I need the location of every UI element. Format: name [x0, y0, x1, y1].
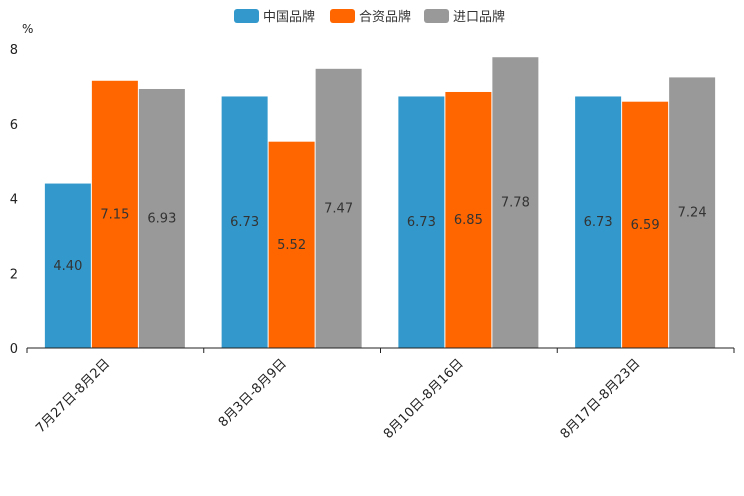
y-axis-unit-label: % — [22, 22, 33, 36]
legend-swatch[interactable] — [424, 9, 449, 23]
bar-2-3 — [445, 91, 492, 348]
legend-label[interactable]: 合资品牌 — [359, 9, 411, 25]
bar-1-4 — [575, 96, 622, 348]
data-label: 5.52 — [277, 238, 306, 253]
x-axis: 7月27日-8月2日 8月3日-8月9日 8月10日-8月16日 8月17日-8月23… — [26, 347, 735, 442]
bar-3-4 — [669, 77, 716, 348]
x-tick-label: 7月27日-8月2日 — [33, 356, 113, 436]
y-tick-label: 0 — [10, 342, 18, 357]
bar-2-4 — [622, 101, 669, 348]
data-label: 6.73 — [230, 215, 259, 230]
x-tick-label: 8月17日-8月23日 — [558, 356, 644, 442]
data-label: 7.15 — [100, 207, 129, 222]
data-label: 4.40 — [53, 259, 82, 274]
bar-2-1 — [91, 80, 138, 349]
x-tick-label: 8月10日-8月16日 — [381, 356, 467, 442]
legend-label[interactable]: 中国品牌 — [263, 9, 315, 25]
x-tick-label: 8月3日-8月9日 — [216, 356, 290, 430]
legend-swatch[interactable] — [234, 9, 259, 23]
bar-3-2 — [315, 68, 362, 348]
y-tick-label: 4 — [10, 193, 18, 208]
data-label: 7.24 — [678, 206, 707, 221]
bar-3-3 — [492, 57, 539, 348]
data-label: 6.59 — [631, 218, 660, 233]
bar-1-1 — [44, 183, 91, 348]
y-axis: 0 2 4 6 8 — [10, 43, 18, 357]
bar-1-2 — [221, 96, 268, 348]
data-label: 7.78 — [501, 196, 530, 211]
y-tick-label: 8 — [10, 43, 18, 58]
data-label: 6.73 — [407, 215, 436, 230]
data-label: 6.93 — [147, 211, 176, 226]
data-label: 6.85 — [454, 213, 483, 228]
bar-1-3 — [398, 96, 445, 348]
legend-label[interactable]: 进口品牌 — [453, 9, 505, 25]
data-label: 6.73 — [584, 215, 613, 230]
bars: 4.40 6.73 6.73 6.73 7.15 5.52 6.85 6.59 6.93 7.47… — [44, 57, 716, 349]
bar-3-1 — [138, 88, 185, 349]
bar-2-2 — [268, 141, 315, 348]
y-tick-label: 6 — [10, 118, 18, 133]
y-tick-label: 2 — [10, 267, 18, 282]
legend-swatch[interactable] — [330, 9, 355, 23]
legend: 中国品牌 合资品牌 进口品牌 — [234, 9, 505, 25]
data-label: 7.47 — [324, 201, 353, 216]
